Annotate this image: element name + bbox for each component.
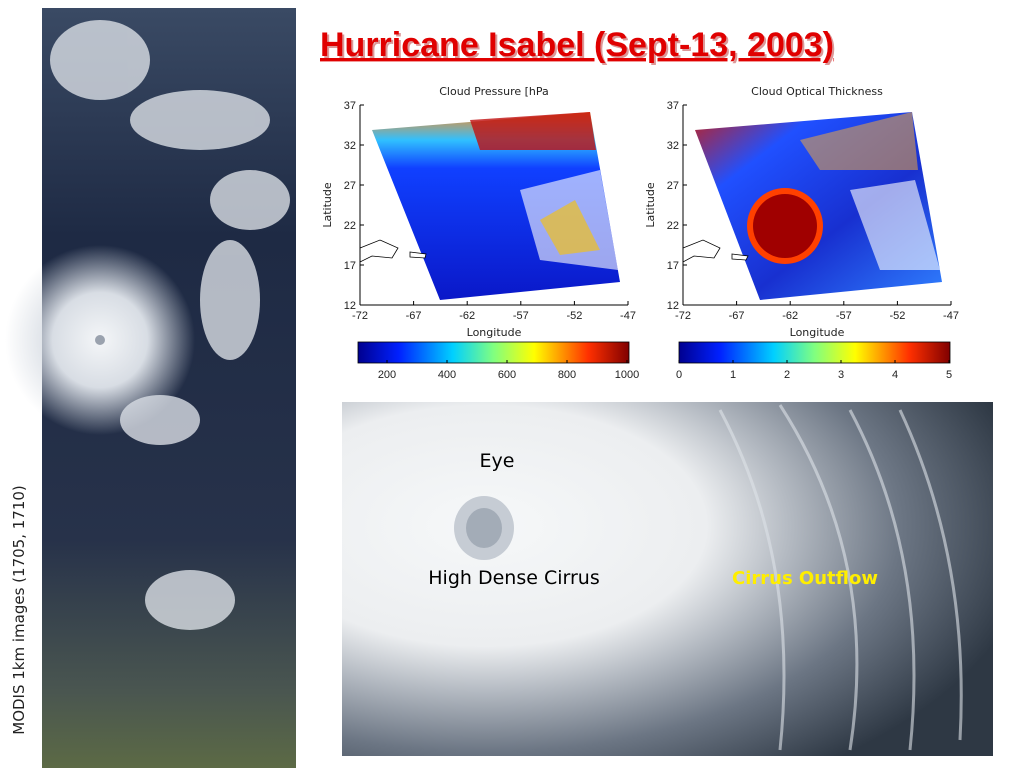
y-tick-label: 22 xyxy=(667,220,679,232)
x-tick-label: -67 xyxy=(729,310,745,322)
map-data-field xyxy=(470,112,596,150)
colorbar-tick-label: 1 xyxy=(730,369,736,381)
cirrus-label: High Dense Cirrus xyxy=(428,567,599,589)
y-tick-label: 27 xyxy=(667,180,679,192)
colorbar-tick-label: 1000 xyxy=(615,369,639,381)
title: Hurricane Isabel (Sept-13, 2003) xyxy=(320,26,834,64)
map-title: Cloud Pressure [hPa xyxy=(439,85,549,98)
x-tick-label: -72 xyxy=(352,310,368,322)
hurricane-photo xyxy=(342,402,993,756)
photo-eye xyxy=(466,508,502,548)
y-tick-label: 22 xyxy=(344,220,356,232)
map-data-field xyxy=(850,180,940,270)
colorbar-tick-label: 200 xyxy=(378,369,396,381)
x-axis-label: Longitude xyxy=(790,326,845,339)
coastline xyxy=(359,239,749,263)
x-tick-label: -52 xyxy=(889,310,905,322)
x-tick-label: -57 xyxy=(513,310,529,322)
map-data-field xyxy=(800,112,918,170)
x-axis-label: Longitude xyxy=(467,326,522,339)
colorbar-tick-label: 3 xyxy=(838,369,844,381)
colorbar xyxy=(357,341,630,364)
y-tick-label: 17 xyxy=(344,260,356,272)
x-tick-label: -52 xyxy=(566,310,582,322)
map-data-field xyxy=(540,200,600,255)
y-tick-label: 32 xyxy=(344,140,356,152)
colorbar-tick-label: 0 xyxy=(676,369,682,381)
y-axis-label: Latitude xyxy=(321,182,334,228)
colorbar-tick-label: 600 xyxy=(498,369,516,381)
y-tick-label: 17 xyxy=(667,260,679,272)
side-caption: MODIS 1km images (1705, 1710) xyxy=(10,485,28,735)
colorbar xyxy=(678,341,951,364)
map-title: Cloud Optical Thickness xyxy=(751,85,883,98)
x-tick-label: -62 xyxy=(782,310,798,322)
title-shadow: Hurricane Isabel (Sept-13, 2003) xyxy=(322,28,836,66)
map-data-field xyxy=(753,194,817,258)
colorbar-tick-label: 5 xyxy=(946,369,952,381)
outflow-label: Cirrus Outflow xyxy=(732,568,878,589)
hurricane-eye xyxy=(95,335,105,345)
x-tick-label: -67 xyxy=(406,310,422,322)
colorbar-tick-label: 800 xyxy=(558,369,576,381)
y-tick-label: 12 xyxy=(667,300,679,312)
y-tick-label: 27 xyxy=(344,180,356,192)
x-tick-label: -72 xyxy=(675,310,691,322)
colorbar-tick-label: 400 xyxy=(438,369,456,381)
x-tick-label: -57 xyxy=(836,310,852,322)
satellite-clouds xyxy=(50,20,290,630)
y-axis-label: Latitude xyxy=(644,182,657,228)
y-tick-label: 37 xyxy=(667,100,679,112)
colorbar-tick-label: 4 xyxy=(892,369,898,381)
eye-label: Eye xyxy=(480,450,515,472)
y-tick-label: 37 xyxy=(344,100,356,112)
x-tick-label: -47 xyxy=(620,310,636,322)
y-tick-label: 12 xyxy=(344,300,356,312)
photo-streaks xyxy=(718,404,963,751)
y-tick-label: 32 xyxy=(667,140,679,152)
x-tick-label: -47 xyxy=(943,310,959,322)
x-tick-label: -62 xyxy=(459,310,475,322)
colorbar-tick-label: 2 xyxy=(784,369,790,381)
